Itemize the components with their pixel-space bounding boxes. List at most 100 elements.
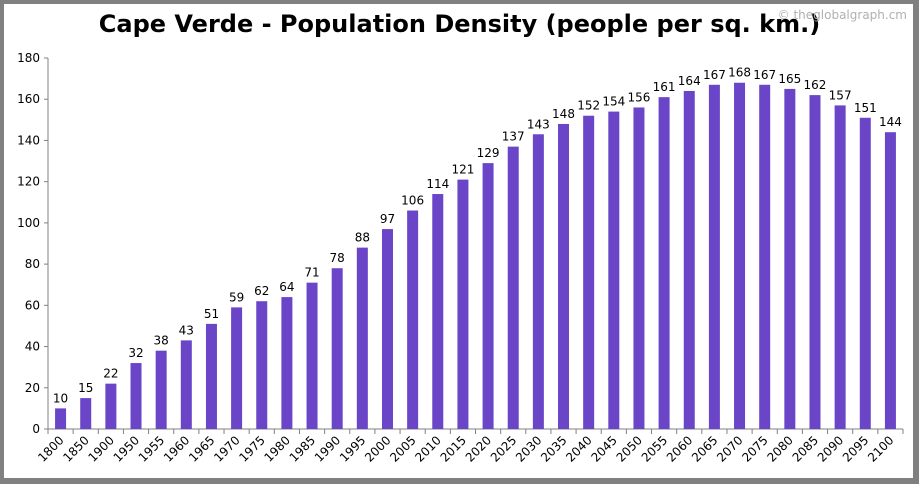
x-tick-label: 2060	[664, 433, 695, 464]
data-label: 129	[477, 146, 500, 160]
data-label: 137	[502, 130, 525, 144]
x-tick-label: 2045	[588, 433, 619, 464]
bar	[532, 134, 544, 429]
data-label: 88	[355, 231, 370, 245]
data-label: 78	[330, 251, 345, 265]
x-tick-label: 2050	[614, 433, 645, 464]
bar	[407, 210, 419, 429]
bar	[381, 229, 393, 429]
x-tick-label: 2090	[815, 433, 846, 464]
data-label: 114	[426, 177, 449, 191]
bar	[859, 117, 871, 430]
x-tick-label: 1975	[236, 433, 267, 464]
data-label: 43	[179, 323, 194, 337]
data-label: 32	[128, 346, 143, 360]
bar	[231, 307, 243, 429]
x-tick-label: 2085	[790, 433, 821, 464]
x-tick-label: 2095	[840, 433, 871, 464]
x-tick-label: 2075	[739, 433, 770, 464]
bar	[180, 340, 192, 429]
data-label: 164	[678, 74, 701, 88]
bar	[658, 97, 670, 430]
x-tick-label: 1995	[337, 433, 368, 464]
bar	[734, 82, 746, 429]
data-label: 59	[229, 290, 244, 304]
x-tick-label: 1950	[111, 433, 142, 464]
y-tick-label: 180	[17, 51, 40, 65]
bar	[558, 123, 570, 429]
x-tick-label: 1900	[85, 433, 116, 464]
x-tick-label: 2055	[639, 433, 670, 464]
data-label: 157	[829, 88, 852, 102]
data-label: 106	[401, 194, 424, 208]
y-tick-label: 40	[25, 340, 40, 354]
data-label: 167	[703, 68, 726, 82]
data-label: 10	[53, 391, 68, 405]
bar	[331, 268, 343, 429]
bar	[834, 105, 846, 430]
bar	[432, 194, 444, 429]
x-tick-label: 2035	[538, 433, 569, 464]
bar	[55, 408, 67, 429]
bar	[130, 363, 142, 429]
data-label: 151	[854, 101, 877, 115]
x-tick-label: 1800	[35, 433, 66, 464]
y-tick-label: 120	[17, 175, 40, 189]
watermark: © theglobalgraph.cm	[777, 8, 907, 22]
bar	[507, 146, 519, 429]
data-label: 161	[653, 80, 676, 94]
bar	[759, 84, 771, 430]
bar	[105, 383, 117, 429]
data-label: 97	[380, 212, 395, 226]
data-label: 143	[527, 117, 550, 131]
bar	[482, 163, 494, 429]
bar	[281, 297, 293, 429]
data-label: 144	[879, 115, 902, 129]
data-label: 148	[552, 107, 575, 121]
x-tick-label: 2020	[463, 433, 494, 464]
data-label: 152	[577, 99, 600, 113]
x-tick-label: 1990	[312, 433, 343, 464]
x-tick-label: 2005	[387, 433, 418, 464]
x-tick-label: 1960	[161, 433, 192, 464]
y-tick-label: 20	[25, 381, 40, 395]
bar	[457, 179, 469, 429]
x-tick-label: 1965	[186, 433, 217, 464]
bar	[306, 282, 318, 429]
data-label: 22	[103, 367, 118, 381]
bar	[256, 301, 268, 429]
y-tick-label: 0	[32, 422, 40, 436]
y-tick-label: 140	[17, 133, 40, 147]
x-tick-label: 2040	[563, 433, 594, 464]
x-tick-label: 2065	[689, 433, 720, 464]
bar	[683, 90, 695, 429]
bar	[633, 107, 645, 429]
bar	[708, 84, 720, 430]
x-tick-label: 2015	[438, 433, 469, 464]
x-tick-label: 2080	[764, 433, 795, 464]
data-label: 154	[602, 95, 625, 109]
data-label: 62	[254, 284, 269, 298]
x-tick-label: 2000	[362, 433, 393, 464]
bar	[583, 115, 595, 429]
x-tick-label: 1980	[262, 433, 293, 464]
bar	[155, 350, 167, 429]
y-tick-label: 100	[17, 216, 40, 230]
data-label: 64	[279, 280, 294, 294]
x-tick-label: 2030	[513, 433, 544, 464]
data-label: 165	[778, 72, 801, 86]
x-tick-label: 1850	[60, 433, 91, 464]
data-label: 15	[78, 381, 93, 395]
x-tick-label: 1985	[287, 433, 318, 464]
y-tick-label: 60	[25, 298, 40, 312]
data-label: 167	[753, 68, 776, 82]
x-tick-label: 2070	[714, 433, 745, 464]
bar	[608, 111, 620, 429]
x-tick-label: 1970	[211, 433, 242, 464]
x-tick-label: 1955	[136, 433, 167, 464]
bar	[205, 323, 217, 429]
data-label: 156	[628, 90, 651, 104]
bar	[809, 95, 821, 429]
x-tick-label: 2100	[865, 433, 896, 464]
